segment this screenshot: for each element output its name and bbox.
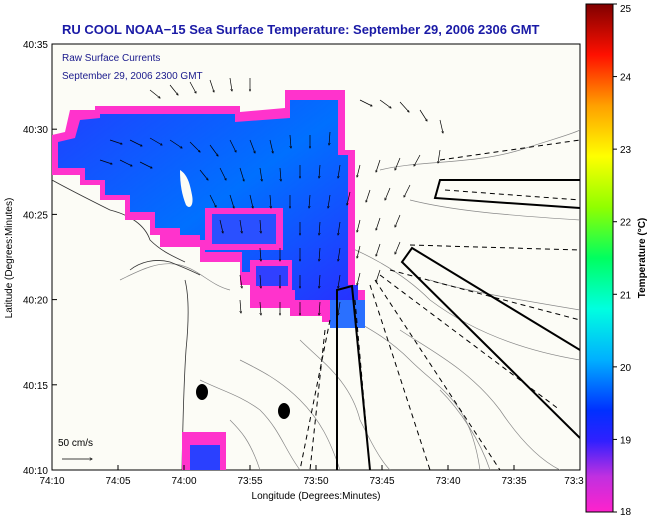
x-tick-label: 74:05	[105, 476, 130, 487]
marker-dot	[196, 384, 208, 400]
current-vectors	[99, 77, 443, 315]
colorbar-tick-label: 25	[620, 4, 632, 15]
sst-swath	[52, 90, 365, 470]
y-tick-label: 40:20	[23, 296, 48, 307]
x-tick-label: 73:50	[303, 476, 328, 487]
x-tick-label: 74:10	[39, 476, 64, 487]
marker-dot	[278, 403, 290, 419]
scale-label: 50 cm/s	[58, 438, 93, 449]
colorbar-tick-label: 22	[620, 218, 632, 229]
plot-title: RU COOL NOAA−15 Sea Surface Temperature:…	[62, 22, 540, 37]
colorbar-tick-label: 18	[620, 507, 632, 518]
x-tick-label: 73:40	[435, 476, 460, 487]
colorbar-tick-label: 19	[620, 435, 632, 446]
colorbar-tick-label: 24	[620, 73, 632, 84]
x-tick-label: 73:3	[564, 476, 584, 487]
y-tick-label: 40:35	[23, 40, 48, 51]
y-tick-label: 40:10	[23, 466, 48, 477]
y-tick-label: 40:30	[23, 125, 48, 136]
x-tick-label: 73:45	[369, 476, 394, 487]
channel-outlines	[336, 179, 580, 470]
colorbar-label: Temperature (°C)	[637, 218, 648, 299]
colorbar-tick-label: 20	[620, 363, 632, 374]
map-layer	[52, 77, 580, 470]
legend-line-1: Raw Surface Currents	[62, 53, 160, 64]
colorbar-tick-label: 21	[620, 290, 632, 301]
y-axis-label: Latitude (Degrees:Minutes)	[4, 198, 15, 319]
colorbar-ticks: 25 24 23 22 21 20 19 18	[613, 3, 632, 518]
x-tick-label: 73:55	[237, 476, 262, 487]
y-axis-ticks: 40:35 40:30 40:25 40:20 40:15 40:10	[23, 40, 57, 477]
y-tick-label: 40:25	[23, 210, 48, 221]
colorbar-tick-label: 23	[620, 145, 632, 156]
x-axis-label: Longitude (Degrees:Minutes)	[252, 491, 381, 502]
y-tick-label: 40:15	[23, 381, 48, 392]
colorbar	[585, 3, 614, 513]
x-tick-label: 73:35	[501, 476, 526, 487]
x-axis-ticks: 74:10 74:05 74:00 73:55 73:50 73:45 73:40 73:35…	[39, 465, 584, 487]
x-tick-label: 74:00	[171, 476, 196, 487]
legend-line-2: September 29, 2006 2300 GMT	[62, 71, 203, 82]
